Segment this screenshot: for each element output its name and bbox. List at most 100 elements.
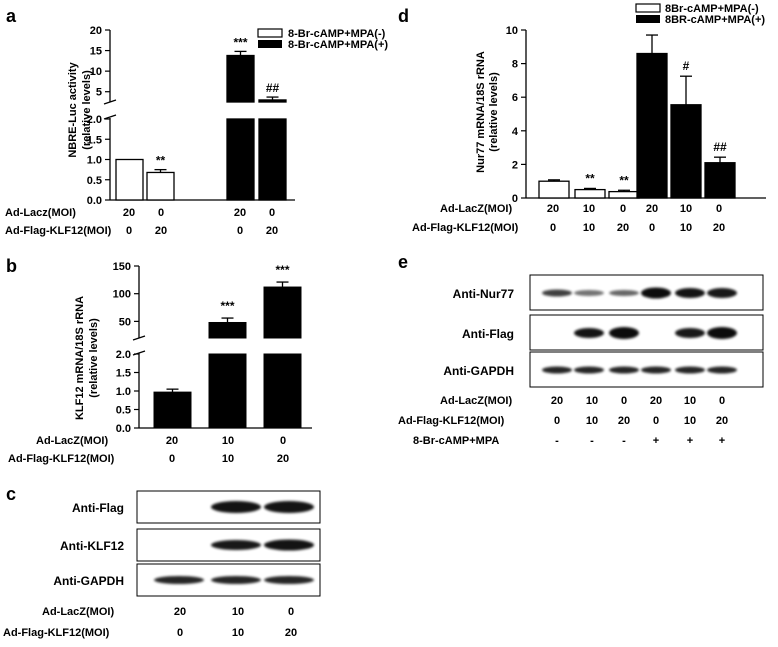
panel-a-y-tick-label: 5	[96, 87, 102, 99]
panel-e-table-cell: +	[653, 435, 659, 447]
panel-a: a NBRE-Luc activity (relative levels) 0.…	[5, 6, 388, 237]
panel-e: e Anti-Nur77 Anti-Flag Anti-GAPDH Ad-LacZ(…	[398, 252, 764, 447]
panel-d-bar	[574, 188, 606, 199]
panel-c-table-cell: 10	[232, 606, 244, 618]
panel-e-table-cell: 20	[716, 415, 728, 427]
panel-a-bar-lower	[226, 118, 255, 201]
panel-e-table-cell: -	[622, 435, 626, 447]
panel-e-band	[641, 366, 671, 374]
panel-b-bar-upper	[208, 321, 247, 339]
panel-a-table-cell: 20	[123, 207, 135, 219]
panel-c-row-label-klf12: Ad-Flag-KLF12(MOI)	[3, 627, 110, 639]
panel-a-bar	[146, 171, 175, 201]
panel-a-row-label-klf12: Ad-Flag-KLF12(MOI)	[5, 225, 112, 237]
panel-e-table: 20 10 0 20 10 0 0 10 20 0 10 20 - - - + + +	[551, 395, 728, 447]
panel-a-significance: ***	[233, 35, 247, 49]
panel-b-table-cell: 20	[277, 453, 289, 465]
panel-d-table-cell: 0	[716, 203, 722, 215]
panel-d-legend-filled: 8BR-cAMP+MPA(+)	[665, 14, 765, 26]
panel-e-table-cell: 10	[586, 415, 598, 427]
panel-c-blots: Anti-Flag Anti-KLF12 Anti-GAPDH	[53, 490, 321, 597]
panel-b-ylabel: KLF12 mRNA/18S rRNA	[74, 296, 86, 420]
panel-b-table-cell: 0	[280, 435, 286, 447]
panel-d-table-cell: 20	[617, 222, 629, 234]
panel-letter-e: e	[398, 252, 408, 272]
panel-a-table: 20 0 20 0 0 20 0 20	[123, 207, 278, 237]
panel-a-ticks: 0.0 0.5 1.0 1.5 2.0 5 10 15 20	[87, 25, 110, 207]
panel-d-significance: **	[619, 173, 629, 187]
panel-b-row-label-klf12: Ad-Flag-KLF12(MOI)	[8, 453, 115, 465]
panel-letter-a: a	[6, 6, 17, 26]
panel-d-table-cell: 20	[713, 222, 725, 234]
panel-d-y-tick-label: 4	[512, 126, 519, 138]
panel-e-table-cell: 20	[650, 395, 662, 407]
panel-e-table-cell: 10	[684, 395, 696, 407]
panel-e-band	[574, 328, 604, 338]
panel-d-table-cell: 10	[583, 222, 595, 234]
panel-d-bars: ** **###	[538, 34, 736, 199]
panel-b-y-tick-label: 100	[113, 289, 131, 301]
panel-c-band	[264, 539, 314, 551]
panel-b-y-tick-label: 2.0	[116, 349, 131, 361]
panel-e-row-label-lacz: Ad-LacZ(MOI)	[440, 395, 512, 407]
panel-e-band	[609, 290, 639, 296]
panel-a-break-bottom	[103, 114, 117, 120]
panel-d-significance: ##	[713, 140, 727, 154]
panel-e-table-cell: 0	[554, 415, 560, 427]
panel-b-table-cell: 20	[166, 435, 178, 447]
panel-d-significance: **	[585, 171, 595, 185]
panel-b-bar-upper	[263, 286, 302, 339]
panel-a-y-tick-label: 1.0	[87, 155, 102, 167]
panel-b-y-tick-label: 50	[119, 316, 131, 328]
panel-d-bar	[538, 180, 570, 199]
panel-b-bar-lower	[263, 353, 302, 429]
panel-a-y-tick-label: 2.0	[87, 114, 102, 126]
panel-a-table-cell: 0	[269, 207, 275, 219]
panel-d-row-label-lacz: Ad-LacZ(MOI)	[440, 203, 512, 215]
panel-d: d Nur77 mRNA/18S rRNA (relative levels) …	[398, 3, 766, 234]
panel-c-blot-label: Anti-KLF12	[60, 539, 124, 553]
panel-b-y-tick-label: 0.0	[116, 423, 131, 435]
panel-d-ylabel: Nur77 mRNA/18S rRNA	[475, 51, 487, 173]
panel-e-table-cell: 20	[551, 395, 563, 407]
panel-b-y-tick-label: 150	[113, 261, 131, 273]
panel-d-bar	[608, 190, 640, 199]
panel-a-table-cell: 0	[158, 207, 164, 219]
panel-d-legend-swatch-filled	[636, 15, 660, 23]
panel-e-band	[574, 366, 604, 374]
panel-b-y-tick-label: 1.0	[116, 386, 131, 398]
panel-e-table-cell: +	[719, 435, 725, 447]
panel-d-bar	[704, 162, 736, 199]
panel-e-band	[542, 289, 572, 297]
panel-e-blot-label: Anti-GAPDH	[443, 364, 514, 378]
panel-a-legend-swatch-open	[257, 28, 283, 38]
panel-c: c Anti-Flag Anti-KLF12 Anti-GAPDH Ad-LacZ(…	[3, 484, 321, 639]
panel-e-band	[675, 288, 705, 298]
panel-a-ylabel2: (relative levels)	[81, 70, 93, 150]
panel-e-band	[707, 366, 737, 374]
panel-d-significance: #	[683, 59, 690, 73]
panel-c-table-cell: 0	[177, 627, 183, 639]
panel-a-table-cell: 20	[266, 225, 278, 237]
panel-e-band	[542, 366, 572, 374]
panel-d-table-cell: 0	[620, 203, 626, 215]
panel-a-significance: ##	[266, 81, 280, 95]
panel-b-table: 20 10 0 0 10 20	[166, 435, 289, 465]
panel-c-table-cell: 20	[174, 606, 186, 618]
panel-b-significance: ***	[220, 299, 234, 313]
panel-e-table-cell: 0	[719, 395, 725, 407]
panel-a-y-tick-label: 15	[90, 46, 102, 58]
panel-letter-b: b	[6, 256, 17, 276]
panel-d-ylabel2: (relative levels)	[488, 72, 500, 152]
panel-d-table-cell: 10	[680, 222, 692, 234]
panel-e-band	[609, 327, 639, 339]
panel-e-table-cell: 0	[621, 395, 627, 407]
panel-d-row-label-klf12: Ad-Flag-KLF12(MOI)	[412, 222, 519, 234]
panel-c-table-cell: 0	[288, 606, 294, 618]
panel-b: b KLF12 mRNA/18S rRNA (relative levels) …	[6, 256, 312, 465]
panel-e-blot-label: Anti-Flag	[462, 327, 514, 341]
panel-b-bar-lower	[208, 353, 247, 429]
panel-e-band	[574, 290, 604, 296]
panel-a-bars: *****##	[115, 35, 287, 201]
panel-e-table-cell: -	[590, 435, 594, 447]
